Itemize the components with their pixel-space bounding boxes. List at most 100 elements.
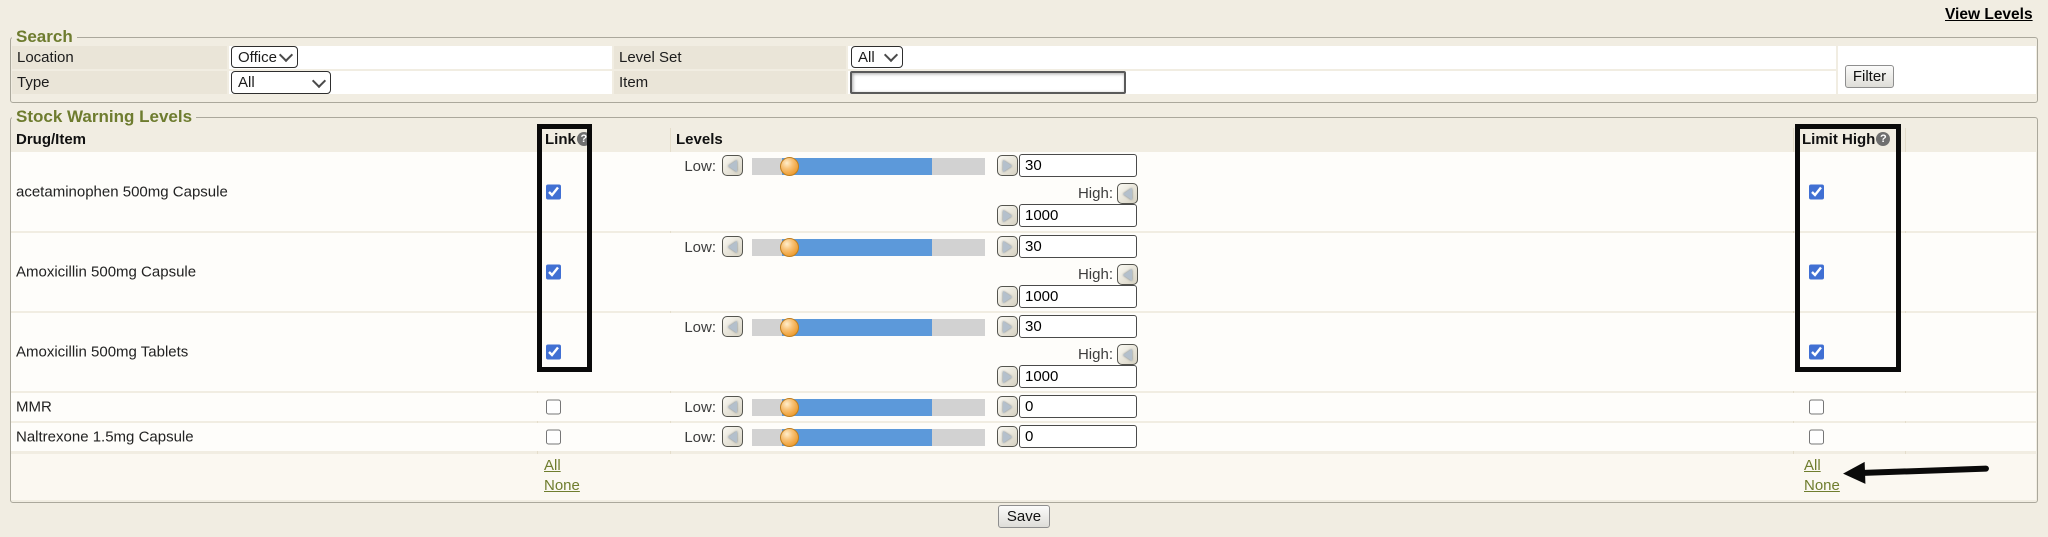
level-set-label-cell: Level Set	[614, 46, 846, 69]
arrow-right-icon	[1003, 320, 1012, 333]
low-value-input[interactable]	[1019, 425, 1137, 448]
drug-item-name: Amoxicillin 500mg Tablets	[16, 343, 189, 361]
arrow-left-icon	[1123, 348, 1132, 361]
search-legend: Search	[12, 27, 77, 46]
arrow-left-icon	[728, 400, 737, 413]
low-value-input[interactable]	[1019, 315, 1137, 338]
limit-high-checkbox[interactable]	[1809, 184, 1824, 199]
chevron-down-icon	[311, 73, 327, 88]
high-label: High:	[1077, 346, 1113, 363]
low-decrement-button[interactable]	[722, 155, 743, 176]
type-label-cell: Type	[12, 71, 227, 94]
link-checkbox[interactable]	[546, 264, 561, 280]
low-label: Low:	[684, 319, 716, 336]
low-decrement-button[interactable]	[722, 426, 743, 447]
low-slider-range	[782, 239, 932, 256]
level-set-select[interactable]: All	[851, 46, 903, 68]
type-select[interactable]: All	[231, 71, 331, 94]
low-value-input[interactable]	[1019, 395, 1137, 418]
arrow-left-icon	[1123, 268, 1132, 281]
level-set-value-cell	[848, 46, 1836, 69]
low-slider-track[interactable]	[752, 428, 985, 447]
high-value-input[interactable]	[1019, 365, 1137, 388]
link-select-all-link[interactable]: All	[544, 457, 561, 474]
help-icon[interactable]: ?	[1876, 132, 1891, 146]
limit-high-select-all-link[interactable]: All	[1804, 457, 1821, 474]
link-checkbox[interactable]	[546, 429, 561, 445]
arrow-right-icon	[1003, 430, 1012, 443]
low-decrement-button[interactable]	[722, 316, 743, 337]
location-select-value: Office	[238, 48, 277, 66]
chevron-down-icon	[278, 47, 294, 63]
limit-high-checkbox[interactable]	[1809, 344, 1824, 360]
low-label: Low:	[684, 399, 716, 416]
low-slider-handle[interactable]	[780, 318, 799, 337]
column-header-drug-item: Drug/Item	[16, 131, 87, 148]
limit-high-select-none-link[interactable]: None	[1804, 477, 1840, 494]
item-input[interactable]	[850, 71, 1126, 94]
high-value-input[interactable]	[1019, 285, 1137, 308]
arrow-left-icon	[728, 159, 737, 172]
table-row: Amoxicillin 500mg Capsule Low: High:	[11, 233, 2036, 311]
drug-item-name: MMR	[16, 398, 52, 416]
low-slider-range	[782, 429, 932, 446]
low-increment-button[interactable]	[997, 426, 1018, 447]
low-slider-track[interactable]	[752, 318, 985, 337]
arrow-left-icon	[1123, 187, 1132, 200]
low-slider-handle[interactable]	[780, 428, 799, 447]
high-decrement-button[interactable]	[1117, 264, 1138, 285]
drug-item-name: Naltrexone 1.5mg Capsule	[16, 428, 194, 446]
item-label: Item	[619, 74, 649, 91]
low-slider-range	[782, 158, 932, 175]
table-row: acetaminophen 500mg Capsule Low: High:	[11, 152, 2036, 231]
low-slider-track[interactable]	[752, 398, 985, 417]
low-increment-button[interactable]	[997, 316, 1018, 337]
location-label-cell: Location	[12, 46, 227, 69]
chevron-down-icon	[883, 47, 899, 63]
limit-high-checkbox[interactable]	[1809, 429, 1824, 445]
low-value-input[interactable]	[1019, 154, 1137, 177]
low-label: Low:	[684, 239, 716, 256]
low-slider-handle[interactable]	[780, 157, 799, 176]
low-decrement-button[interactable]	[722, 236, 743, 257]
low-slider-handle[interactable]	[780, 398, 799, 417]
column-header-limit-high: Limit High?	[1802, 131, 1891, 148]
view-levels-link[interactable]: View Levels	[1945, 6, 2033, 23]
save-button[interactable]: Save	[998, 505, 1050, 528]
arrow-left-icon	[728, 430, 737, 443]
low-increment-button[interactable]	[997, 236, 1018, 257]
low-slider-track[interactable]	[752, 157, 985, 176]
high-increment-button[interactable]	[997, 205, 1018, 226]
stock-legend: Stock Warning Levels	[12, 107, 197, 126]
link-select-none-link[interactable]: None	[544, 477, 580, 494]
location-select[interactable]: Office	[231, 46, 298, 68]
low-decrement-button[interactable]	[722, 396, 743, 417]
low-value-input[interactable]	[1019, 235, 1137, 258]
link-checkbox[interactable]	[546, 184, 561, 199]
link-checkbox[interactable]	[546, 344, 561, 360]
link-checkbox[interactable]	[546, 399, 561, 415]
type-select-value: All	[238, 74, 255, 91]
search-fieldset	[10, 37, 2038, 103]
help-icon[interactable]: ?	[576, 132, 591, 146]
limit-high-checkbox[interactable]	[1809, 399, 1824, 415]
low-increment-button[interactable]	[997, 155, 1018, 176]
column-header-link: Link?	[545, 131, 591, 148]
table-row: MMR Low:	[11, 393, 2036, 421]
high-decrement-button[interactable]	[1117, 183, 1138, 204]
low-increment-button[interactable]	[997, 396, 1018, 417]
limit-high-checkbox[interactable]	[1809, 264, 1824, 280]
high-value-input[interactable]	[1019, 204, 1137, 227]
low-slider-handle[interactable]	[780, 238, 799, 257]
low-label: Low:	[684, 429, 716, 446]
high-decrement-button[interactable]	[1117, 344, 1138, 365]
low-slider-track[interactable]	[752, 238, 985, 257]
arrow-right-icon	[1003, 400, 1012, 413]
low-label: Low:	[684, 158, 716, 175]
drug-item-name: acetaminophen 500mg Capsule	[16, 183, 228, 200]
high-increment-button[interactable]	[997, 286, 1018, 307]
high-increment-button[interactable]	[997, 366, 1018, 387]
filter-button[interactable]: Filter	[1845, 65, 1894, 88]
arrow-left-icon	[728, 320, 737, 333]
